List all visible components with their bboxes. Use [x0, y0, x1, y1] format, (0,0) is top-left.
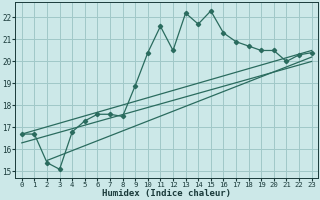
X-axis label: Humidex (Indice chaleur): Humidex (Indice chaleur) — [102, 189, 231, 198]
